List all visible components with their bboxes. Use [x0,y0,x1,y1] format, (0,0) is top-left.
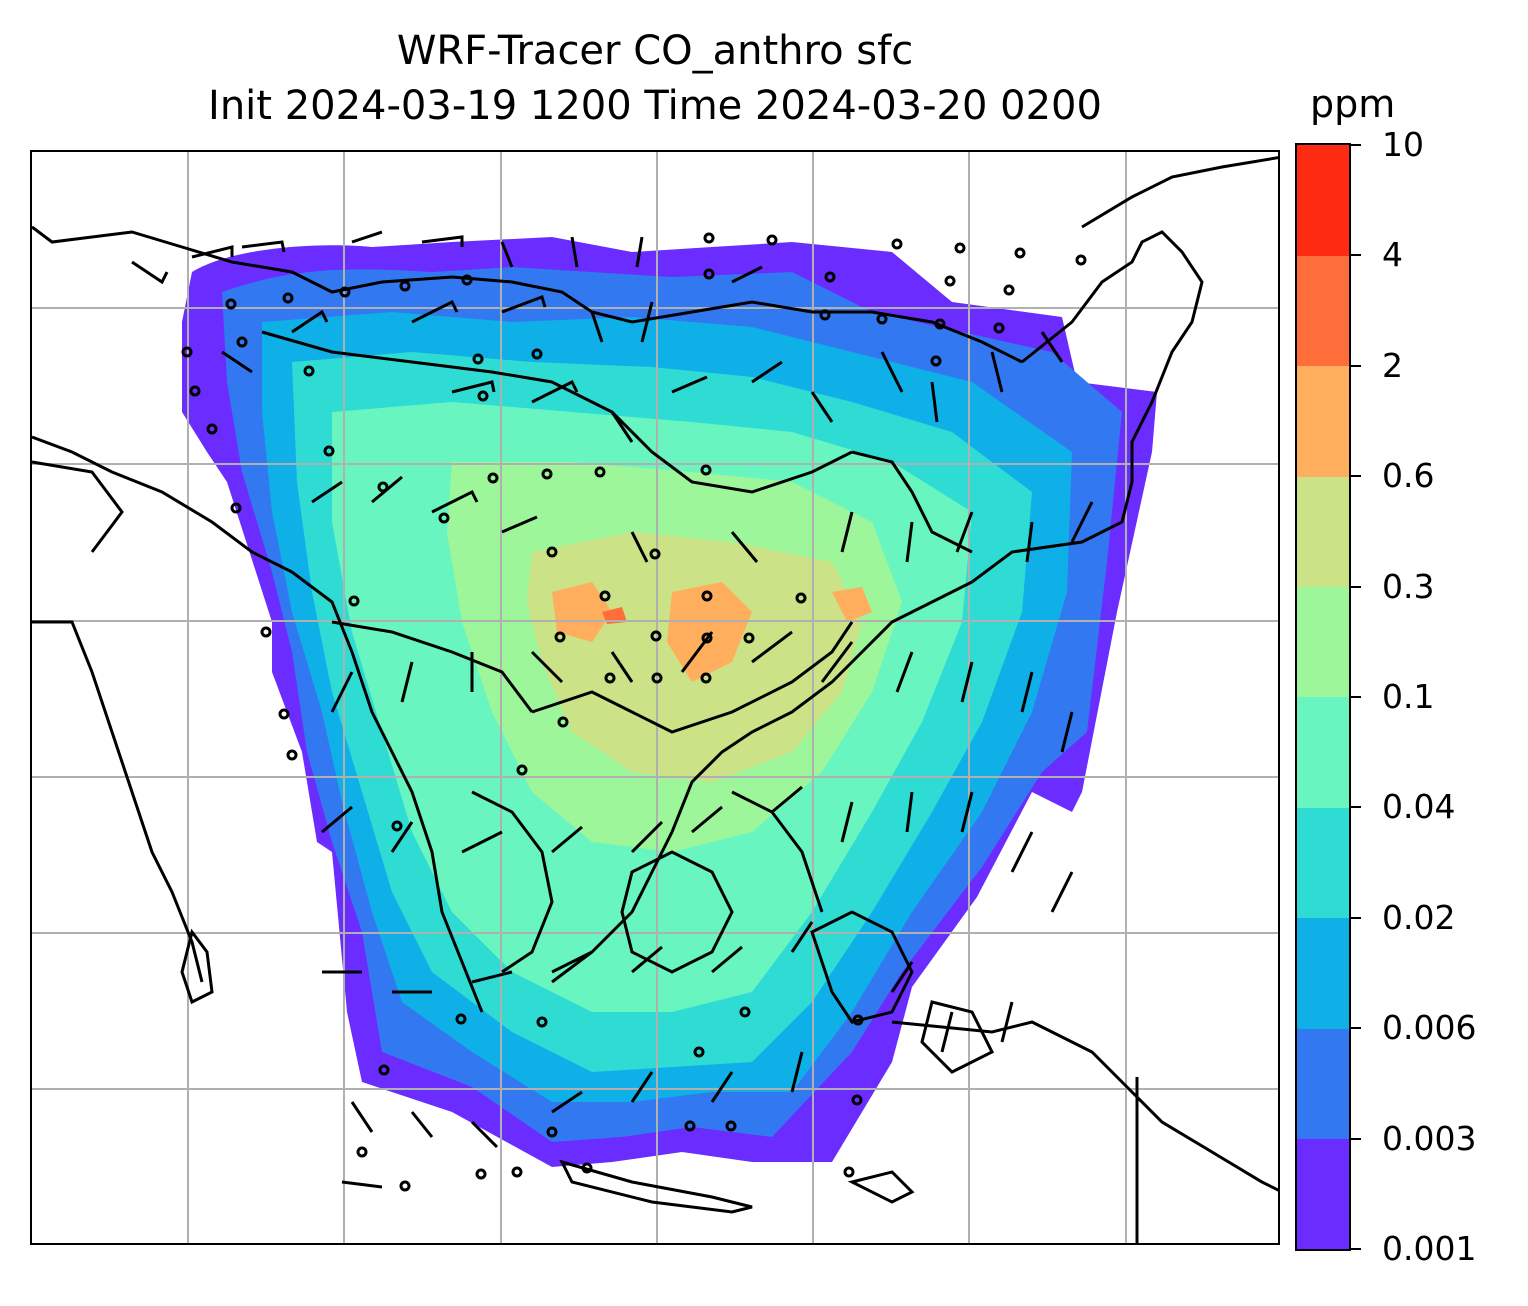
map-title-line2: Init 2024-03-19 1200 Time 2024-03-20 020… [208,83,1102,129]
colorbar-tick-label: 4 [1382,235,1403,275]
co-tracer-field [182,237,1157,1167]
map-gridlines [32,152,1278,1243]
colorbar-tick-label: 10 [1382,125,1424,164]
colorbar-segment [1297,1028,1349,1140]
map-panel [30,150,1280,1245]
colorbar-tick-label: 2 [1382,345,1403,385]
colorbar-tick [1351,916,1361,919]
colorbar-segment [1297,255,1349,367]
colorbar [1295,143,1351,1251]
colorbar-tick [1351,1137,1361,1140]
colorbar-tick-label: 0.1 [1382,677,1435,716]
colorbar-tick-label: 0.04 [1382,787,1456,827]
colorbar-tick-label: 0.006 [1382,1008,1477,1048]
colorbar-tick-label: 0.02 [1382,897,1456,937]
map-canvas [32,152,1278,1243]
colorbar-tick [1351,1027,1361,1030]
colorbar-segment [1297,1138,1349,1250]
wind-barbs [131,230,1094,1189]
calm-wind-circles [181,232,1087,1192]
colorbar-segment [1297,697,1349,808]
colorbar-tick-label: 0.6 [1382,456,1435,496]
colorbar-segment [1297,586,1349,698]
colorbar-tick [1351,254,1361,257]
colorbar-tick [1351,696,1361,698]
colorbar-segment [1297,145,1349,256]
colorbar-segment [1297,917,1349,1029]
colorbar-tick [1351,1248,1361,1250]
colorbar-tick-label: 0.003 [1382,1118,1477,1158]
colorbar-tick [1351,364,1361,367]
colorbar-segment [1297,807,1349,919]
colorbar-tick-label: 0.3 [1382,566,1435,606]
colorbar-tick [1351,144,1361,146]
colorbar-unit-label: ppm [1310,82,1396,126]
colorbar-tick-label: 0.001 [1382,1229,1477,1268]
colorbar-segment [1297,365,1349,477]
map-title-line1: WRF-Tracer CO_anthro sfc [396,28,914,74]
colorbar-tick [1351,585,1361,588]
colorbar-tick [1351,806,1361,809]
colorbar-tick [1351,475,1361,478]
colorbar-segment [1297,476,1349,588]
